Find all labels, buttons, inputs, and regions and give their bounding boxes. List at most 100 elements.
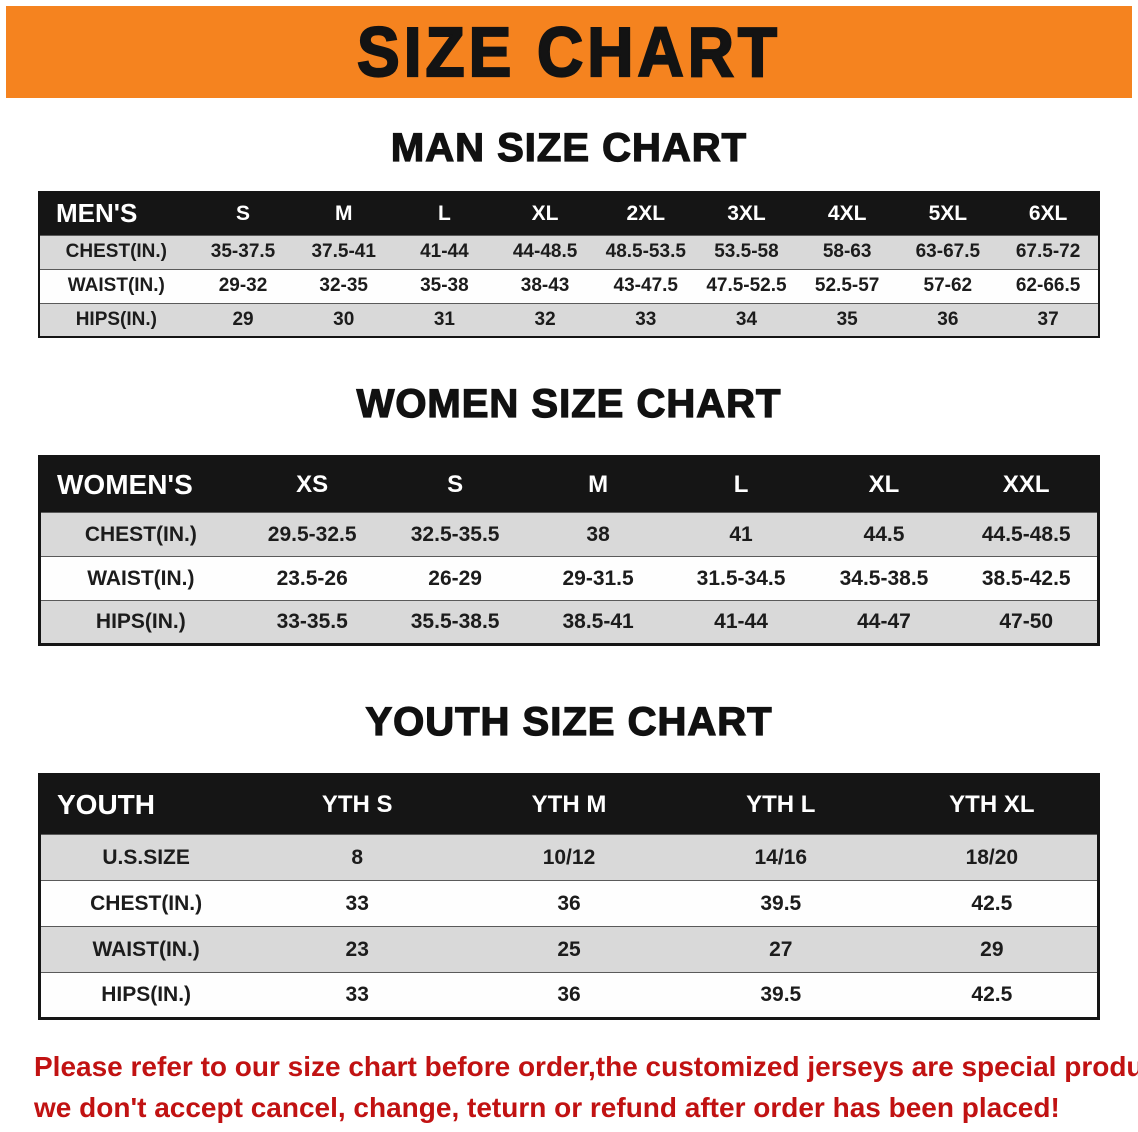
value-cell: 44.5 (863, 522, 905, 546)
row-label-cell: WAIST(IN.) (92, 937, 200, 961)
table-title-cell: MEN'S (39, 192, 193, 235)
value-cell: 62-66.5 (1015, 275, 1081, 296)
size-header-cell: 5XL (897, 192, 999, 235)
measurement-row: HIPS(IN.) 29 30 31 32 33 34 35 36 37 (39, 303, 1099, 337)
size-header-cell: XS (240, 456, 384, 513)
value-cell: 42.5 (971, 983, 1013, 1006)
value-cell: 14/16 (754, 845, 808, 869)
measurement-row: WAIST(IN.) 23 25 27 29 (39, 926, 1099, 973)
value-cell: 34.5-38.5 (839, 566, 929, 590)
value-cell: 36 (937, 308, 959, 330)
womens-size-table: WOMEN'S XS S M L XL XXL CHEST(IN.) 29.5-32.5 32.5… (38, 455, 1100, 646)
value-cell: 67.5-72 (1015, 241, 1081, 262)
size-header-cell: YTH L (674, 774, 887, 835)
size-header-cell: L (669, 456, 813, 513)
value-cell: 63-67.5 (915, 241, 981, 262)
row-label-cell: CHEST(IN.) (65, 241, 167, 262)
row-label-cell: WAIST(IN.) (67, 275, 165, 296)
value-cell: 33 (345, 891, 369, 915)
measurement-row: CHEST(IN.) 35-37.5 37.5-41 41-44 44-48.5 48.5… (39, 235, 1099, 269)
value-cell: 33 (345, 983, 369, 1006)
value-cell: 8 (351, 845, 364, 869)
size-header-cell: XL (494, 192, 596, 235)
value-cell: 10/12 (542, 845, 596, 869)
table-title-cell: YOUTH (39, 774, 252, 835)
size-header-cell: XL (812, 456, 956, 513)
row-label-cell: WAIST(IN.) (87, 566, 195, 590)
size-header-cell: L (394, 192, 495, 235)
value-cell: 29-31.5 (562, 566, 634, 590)
value-cell: 36 (557, 983, 581, 1006)
value-cell: 29 (980, 937, 1004, 961)
size-header-cell: 2XL (595, 192, 697, 235)
value-cell: 32 (534, 308, 556, 330)
size-header-cell: 3XL (696, 192, 797, 235)
value-cell: 35-37.5 (210, 241, 276, 262)
measurement-row: HIPS(IN.) 33-35.5 35.5-38.5 38.5-41 41-44 44-… (39, 600, 1099, 645)
page-title: SIZE CHART (356, 12, 781, 92)
size-header-cell: YTH M (463, 774, 675, 835)
size-header-cell: S (192, 192, 294, 235)
table-header-row: MEN'S S M L XL 2XL 3XL 4XL 5XL 6XL (39, 192, 1099, 235)
measurement-row: WAIST(IN.) 23.5-26 26-29 29-31.5 31.5-34.5 34… (39, 556, 1099, 601)
value-cell: 36 (557, 891, 581, 915)
value-cell: 47.5-52.5 (706, 275, 787, 296)
measurement-row: HIPS(IN.) 33 36 39.5 42.5 (39, 972, 1099, 1019)
value-cell: 23 (345, 937, 369, 961)
value-cell: 37 (1037, 308, 1059, 330)
table-header-row: YOUTH YTH S YTH M YTH L YTH XL (39, 774, 1099, 835)
size-header-cell: M (293, 192, 395, 235)
value-cell: 52.5-57 (814, 275, 880, 296)
value-cell: 33-35.5 (276, 610, 348, 633)
value-cell: 39.5 (760, 983, 802, 1006)
value-cell: 29 (232, 308, 254, 330)
measurement-row: U.S.SIZE 8 10/12 14/16 18/20 (39, 834, 1099, 881)
row-label-cell: CHEST(IN.) (90, 891, 203, 915)
table-title-cell: WOMEN'S (39, 456, 241, 513)
value-cell: 37.5-41 (311, 241, 376, 262)
value-cell: 32-35 (319, 275, 369, 296)
size-header-cell: S (383, 456, 527, 513)
value-cell: 26-29 (428, 566, 482, 590)
value-cell: 38.5-41 (562, 610, 634, 633)
value-cell: 41 (729, 522, 753, 546)
value-cell: 43-47.5 (613, 275, 678, 296)
disclaimer-line-2: we don't accept cancel, change, teturn o… (34, 1092, 1060, 1123)
value-cell: 44-48.5 (512, 241, 578, 262)
value-cell: 35.5-38.5 (410, 610, 500, 633)
size-header-cell: YTH S (251, 774, 464, 835)
row-label-cell: HIPS(IN.) (95, 610, 186, 633)
value-cell: 32.5-35.5 (410, 522, 500, 546)
value-cell: 35 (836, 308, 858, 330)
value-cell: 41-44 (714, 610, 768, 633)
value-cell: 53.5-58 (714, 241, 779, 262)
mens-section-heading: MAN SIZE CHART (390, 125, 748, 170)
value-cell: 18/20 (965, 845, 1019, 869)
banner: SIZE CHART (6, 6, 1132, 98)
value-cell: 38-43 (520, 275, 570, 296)
value-cell: 41-44 (420, 241, 469, 262)
value-cell: 23.5-26 (276, 566, 348, 590)
disclaimer-line-1: Please refer to our size chart before or… (34, 1051, 1138, 1082)
value-cell: 29.5-32.5 (267, 522, 357, 546)
row-label-cell: HIPS(IN.) (75, 308, 157, 330)
value-cell: 31.5-34.5 (696, 566, 786, 590)
size-header-cell: 4XL (796, 192, 898, 235)
mens-size-table: MEN'S S M L XL 2XL 3XL 4XL 5XL 6XL CHEST(IN.) 35-37… (38, 191, 1100, 338)
size-header-cell: M (526, 456, 670, 513)
row-label-cell: HIPS(IN.) (101, 983, 192, 1006)
value-cell: 30 (333, 308, 355, 330)
table-header-row: WOMEN'S XS S M L XL XXL (39, 456, 1099, 513)
value-cell: 38.5-42.5 (981, 566, 1071, 590)
value-cell: 42.5 (971, 891, 1013, 915)
measurement-row: WAIST(IN.) 29-32 32-35 35-38 38-43 43-47.5 47.… (39, 269, 1099, 303)
measurement-row: CHEST(IN.) 33 36 39.5 42.5 (39, 880, 1099, 927)
value-cell: 35-38 (420, 275, 469, 296)
value-cell: 27 (769, 937, 793, 961)
disclaimer-note: Please refer to our size chart before or… (34, 1046, 1138, 1128)
value-cell: 33 (635, 308, 657, 330)
value-cell: 44-47 (857, 610, 911, 633)
value-cell: 57-62 (923, 275, 973, 296)
size-header-cell: XXL (955, 456, 1099, 513)
